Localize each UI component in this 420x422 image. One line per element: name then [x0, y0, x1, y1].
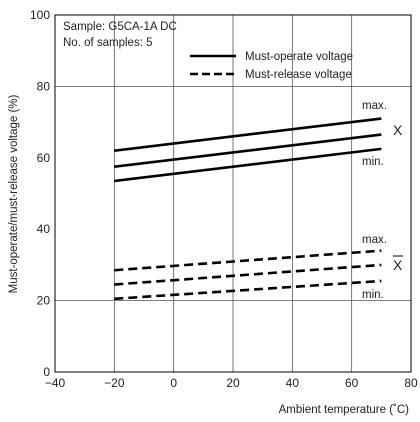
series-line-operate-max	[114, 117, 382, 152]
x-tick-label: 80	[404, 376, 418, 390]
info-line-sample: Sample: G5CA-1A DC	[63, 21, 177, 33]
y-tick-label: 40	[37, 222, 51, 236]
grid	[55, 15, 411, 372]
y-tick-label: 60	[37, 151, 51, 165]
legend-label-must-operate: Must-operate voltage	[245, 51, 353, 63]
plot-frame	[54, 14, 412, 373]
x-tick-label: −20	[104, 376, 125, 390]
x-axis-label: Ambient temperature (˚C)	[279, 404, 410, 416]
annot-operate-mean: X	[393, 122, 403, 138]
annot-operate-max: max.	[362, 100, 387, 112]
legend-label-must-release: Must-release voltage	[245, 69, 352, 81]
x-tick-label: 20	[226, 376, 240, 390]
annot-operate-min: min.	[362, 156, 384, 168]
y-tick-label: 100	[30, 8, 50, 22]
tick-labels: −40 −20 0 20 40 60 80 0 20 40 60 80 100	[30, 8, 418, 390]
annot-release-min: min.	[362, 289, 384, 301]
y-axis-label: Must-operate/must-release voltage (%)	[8, 94, 20, 293]
annot-release-mean: X	[393, 257, 403, 273]
x-tick-label: 40	[286, 376, 300, 390]
info-line-count: No. of samples: 5	[63, 37, 152, 49]
x-tick-label: 60	[345, 376, 359, 390]
y-tick-label: 80	[37, 79, 51, 93]
y-tick-label: 20	[37, 294, 51, 308]
series-line-release-x	[114, 263, 382, 286]
x-tick-label: −40	[45, 376, 66, 390]
x-tick-label: 0	[170, 376, 177, 390]
series-line-release-min	[114, 279, 382, 301]
y-tick-label: 0	[43, 365, 50, 379]
series-line-operate-x	[114, 133, 382, 169]
series-layer	[114, 117, 382, 301]
series-line-operate-min	[114, 147, 382, 183]
annot-release-max: max.	[362, 234, 387, 246]
legend: Must-operate voltage Must-release voltag…	[190, 51, 353, 81]
series-line-release-max	[114, 249, 382, 272]
